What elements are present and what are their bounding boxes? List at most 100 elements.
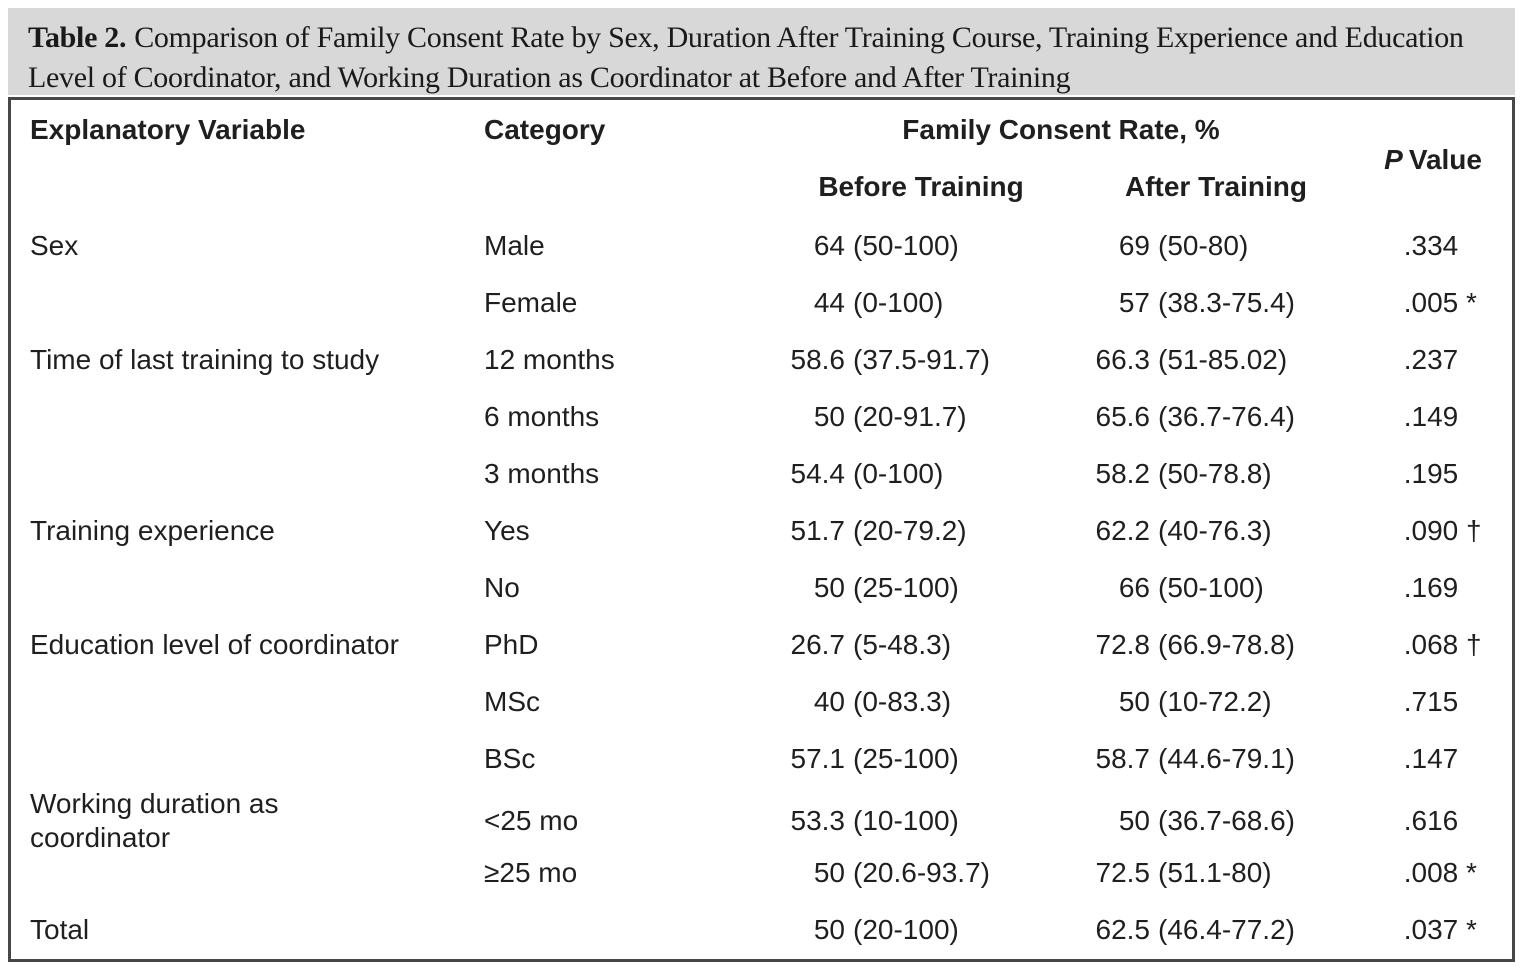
p-main: .037 — [1403, 913, 1459, 945]
value-main: 66.3 — [1095, 343, 1151, 375]
value-range: (0-100) — [853, 286, 944, 318]
before-value-cell: 50 (25-100) — [766, 571, 1076, 605]
category-cell: 3 months — [484, 457, 600, 489]
p-main: .068 — [1403, 628, 1459, 660]
value-range: (37.5-91.7) — [853, 343, 990, 375]
category-cell: 6 months — [484, 400, 600, 432]
before-value-cell: 40 (0-83.3) — [766, 685, 1076, 719]
value-range: (36.7-76.4) — [1158, 400, 1295, 432]
table-row: BSc 57.1 (25-100) 58.7 (44.6-79.1) .147 — [11, 730, 1512, 787]
col-header-category: Category — [484, 114, 606, 145]
before-value-cell: 54.4 (0-100) — [766, 457, 1076, 491]
p-value-cell: .715 — [1356, 685, 1512, 719]
category-cell: Male — [484, 229, 545, 261]
value-range: (20-91.7) — [853, 400, 967, 432]
value-range: (5-48.3) — [853, 628, 952, 660]
variable-cell: Time of last training to study — [30, 343, 380, 375]
p-main: .008 — [1403, 856, 1459, 888]
value-range: (50-80) — [1158, 229, 1249, 261]
value-range: (51.1-80) — [1158, 856, 1272, 888]
value-main: 57 — [1118, 286, 1150, 318]
after-value-cell: 69 (50-80) — [1076, 229, 1356, 263]
table-row: Working duration as coordinator <25 mo 5… — [11, 787, 1512, 853]
p-value-cell: .147 — [1356, 742, 1512, 776]
value-range: (0-83.3) — [853, 685, 952, 717]
p-suffix: † — [1466, 514, 1482, 546]
col-header-explanatory-variable: Explanatory Variable — [30, 114, 306, 145]
p-value-cell: .237 — [1356, 343, 1512, 377]
after-value-cell: 57 (38.3-75.4) — [1076, 286, 1356, 320]
p-suffix: * — [1466, 913, 1477, 945]
p-value-cell: .334 — [1356, 229, 1512, 263]
p-main: .149 — [1403, 400, 1459, 432]
value-main: 69 — [1118, 229, 1150, 261]
value-main: 66 — [1118, 571, 1150, 603]
category-cell: <25 mo — [484, 805, 579, 836]
before-value-cell: 44 (0-100) — [766, 286, 1076, 320]
col-header-before-training: Before Training — [818, 171, 1024, 202]
p-main: .005 — [1403, 286, 1459, 318]
category-cell: Yes — [484, 514, 530, 546]
value-main: 58.6 — [790, 343, 846, 375]
table-caption-text: Comparison of Family Consent Rate by Sex… — [28, 21, 1464, 94]
category-cell: BSc — [484, 742, 536, 774]
value-main: 50 — [813, 571, 845, 603]
after-value-cell: 72.5 (51.1-80) — [1076, 856, 1356, 890]
after-value-cell: 66 (50-100) — [1076, 571, 1356, 605]
value-range: (0-100) — [853, 457, 944, 489]
p-main: .195 — [1403, 457, 1459, 489]
p-value-cell: .068 † — [1356, 628, 1512, 662]
variable-cell: Education level of coordinator — [30, 628, 399, 660]
value-main: 50 — [813, 913, 845, 945]
value-main: 50 — [1118, 685, 1150, 717]
table-header: Explanatory Variable Category Family Con… — [11, 100, 1512, 217]
value-range: (40-76.3) — [1158, 514, 1272, 546]
before-value-cell: 64 (50-100) — [766, 229, 1076, 263]
col-header-family-consent-rate: Family Consent Rate, % — [902, 114, 1220, 145]
table-row: MSc 40 (0-83.3) 50 (10-72.2) .715 — [11, 673, 1512, 730]
table-row: Sex Male 64 (50-100) 69 (50-80) .334 — [11, 217, 1512, 274]
value-range: (25-100) — [853, 571, 959, 603]
data-table: Explanatory Variable Category Family Con… — [8, 97, 1515, 962]
before-value-cell: 57.1 (25-100) — [766, 742, 1076, 776]
after-value-cell: 62.2 (40-76.3) — [1076, 514, 1356, 548]
p-value-cell: .149 — [1356, 400, 1512, 434]
table-row: No 50 (25-100) 66 (50-100) .169 — [11, 559, 1512, 616]
category-cell: Female — [484, 286, 578, 318]
before-value-cell: 53.3 (10-100) — [766, 804, 1076, 838]
p-main: .334 — [1403, 229, 1459, 261]
table-rows: Sex Male 64 (50-100) 69 (50-80) .334 Fem… — [11, 217, 1512, 958]
p-main: .090 — [1403, 514, 1459, 546]
value-range: (20-79.2) — [853, 514, 967, 546]
value-main: 64 — [813, 229, 845, 261]
value-main: 72.8 — [1095, 628, 1151, 660]
after-value-cell: 65.6 (36.7-76.4) — [1076, 400, 1356, 434]
after-value-cell: 50 (36.7-68.6) — [1076, 804, 1356, 838]
category-cell: No — [484, 571, 520, 603]
value-main: 51.7 — [790, 514, 846, 546]
table-row: Female 44 (0-100) 57 (38.3-75.4) .005 * — [11, 274, 1512, 331]
table-row: 3 months 54.4 (0-100) 58.2 (50-78.8) .19… — [11, 445, 1512, 502]
value-main: 44 — [813, 286, 845, 318]
p-value-cell: .169 — [1356, 571, 1512, 605]
before-value-cell: 58.6 (37.5-91.7) — [766, 343, 1076, 377]
value-main: 50 — [813, 400, 845, 432]
p-value-cell: .008 * — [1356, 856, 1512, 890]
p-value-cell: .090 † — [1356, 514, 1512, 548]
p-main: .169 — [1403, 571, 1459, 603]
before-value-cell: 50 (20-100) — [766, 913, 1076, 947]
p-value-cell: .616 — [1356, 804, 1512, 838]
after-value-cell: 58.2 (50-78.8) — [1076, 457, 1356, 491]
variable-cell: Training experience — [30, 514, 275, 546]
category-cell: PhD — [484, 628, 539, 660]
table-caption: Table 2. Comparison of Family Consent Rat… — [8, 8, 1515, 95]
p-suffix: * — [1466, 286, 1477, 318]
value-range: (20.6-93.7) — [853, 856, 990, 888]
value-main: 40 — [813, 685, 845, 717]
value-main: 53.3 — [790, 805, 846, 836]
value-main: 50 — [1118, 805, 1150, 836]
value-range: (50-78.8) — [1158, 457, 1272, 489]
value-main: 65.6 — [1095, 400, 1151, 432]
before-value-cell: 51.7 (20-79.2) — [766, 514, 1076, 548]
value-range: (36.7-68.6) — [1158, 805, 1295, 836]
